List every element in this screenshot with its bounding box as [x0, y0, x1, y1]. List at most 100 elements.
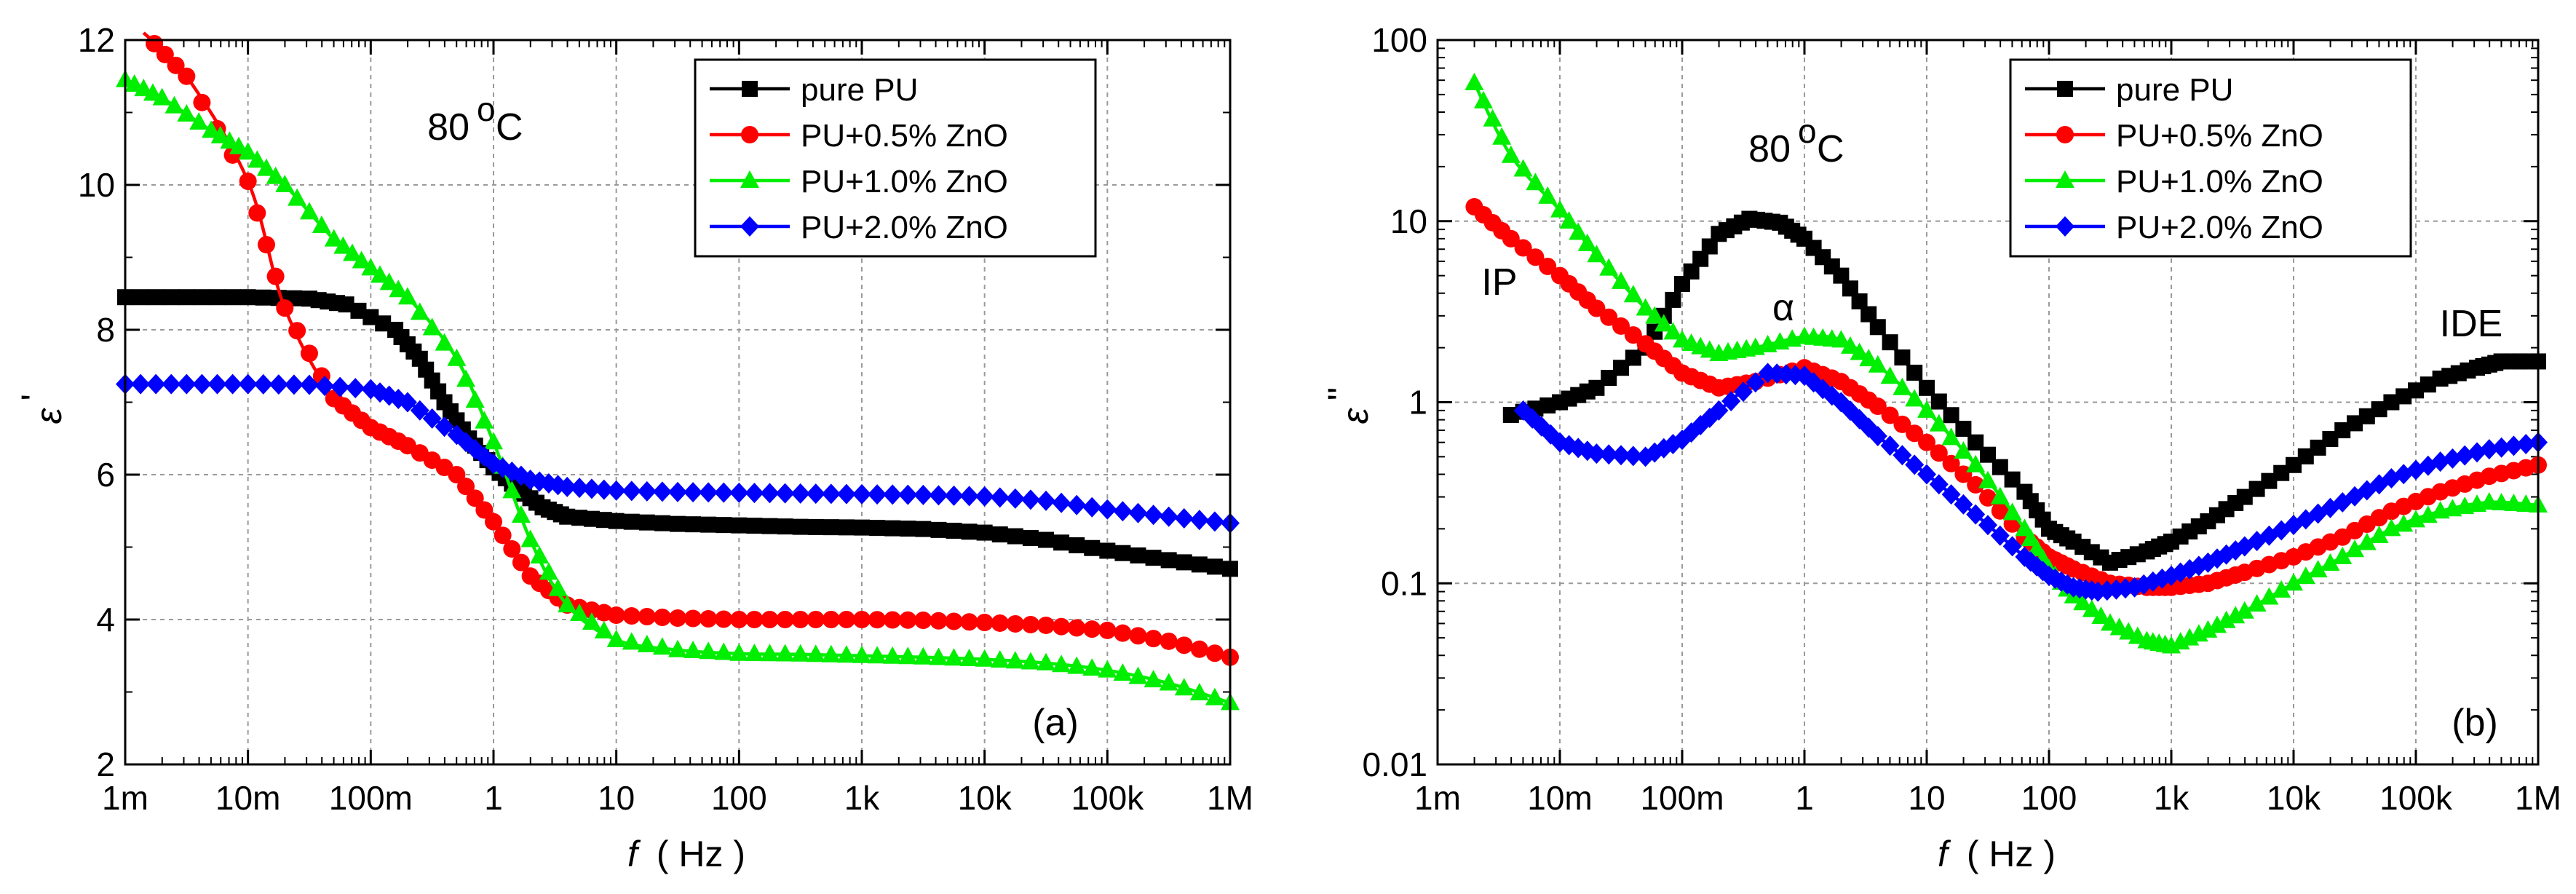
data-point	[1052, 654, 1071, 673]
data-point	[1930, 444, 1948, 462]
data-point	[2334, 422, 2351, 439]
data-point	[868, 611, 887, 629]
y-tick-label: 10	[78, 166, 115, 204]
data-point	[1501, 145, 1521, 163]
data-point	[637, 480, 657, 502]
data-point	[2247, 594, 2267, 612]
data-point	[837, 611, 855, 628]
data-point	[583, 510, 600, 527]
data-point	[945, 612, 963, 630]
data-point	[288, 322, 306, 340]
data-point	[915, 521, 932, 537]
data-point	[990, 649, 1010, 668]
data-point	[623, 513, 640, 530]
data-point	[571, 510, 588, 526]
data-point	[1114, 545, 1131, 561]
y-tick-label: 2	[96, 745, 115, 783]
x-tick-label: 1M	[2515, 779, 2561, 817]
data-point	[791, 611, 809, 628]
data-point	[1674, 276, 1690, 293]
legend-label: PU+2.0% ZnO	[801, 210, 1008, 245]
data-point	[2273, 464, 2290, 481]
data-point	[806, 483, 825, 505]
temperature-unit: C	[496, 106, 523, 149]
data-point	[346, 378, 365, 399]
data-point	[1005, 651, 1025, 669]
data-point	[1005, 488, 1025, 509]
data-point	[2382, 518, 2401, 537]
data-point	[959, 486, 979, 507]
data-point	[1967, 475, 1985, 494]
data-point	[652, 481, 672, 502]
data-point	[853, 611, 871, 628]
data-point	[207, 373, 227, 395]
data-point	[1599, 258, 1619, 276]
data-point	[1144, 630, 1162, 648]
data-point	[622, 480, 641, 502]
data-point	[699, 641, 718, 660]
data-point	[422, 408, 442, 429]
data-point	[1623, 285, 1643, 303]
data-point	[729, 482, 749, 503]
data-point	[315, 376, 335, 397]
data-point	[132, 289, 149, 306]
data-point	[1990, 486, 2010, 505]
legend-marker	[741, 126, 758, 143]
data-point	[1954, 441, 1973, 459]
x-axis-unit: ( Hz )	[1967, 834, 2056, 874]
data-point	[485, 513, 502, 531]
data-point	[1882, 334, 1898, 351]
data-point	[1966, 454, 1986, 472]
y-axis-prime: '	[14, 394, 55, 401]
data-point	[2002, 536, 2022, 557]
data-point	[502, 480, 522, 499]
x-tick-label: 1M	[1207, 779, 1253, 817]
data-point	[2261, 472, 2278, 489]
panel-label: (a)	[1032, 702, 1079, 744]
data-point	[276, 299, 294, 317]
data-point	[1893, 445, 1912, 466]
data-point	[1069, 537, 1085, 554]
data-point	[558, 476, 577, 497]
data-point	[2208, 615, 2227, 633]
data-point	[156, 45, 174, 63]
data-point	[266, 267, 285, 285]
data-point	[288, 188, 307, 206]
data-point	[1612, 317, 1630, 335]
data-point	[1053, 534, 1070, 551]
data-point	[594, 620, 614, 638]
data-point	[1868, 426, 1887, 447]
data-point	[838, 519, 855, 536]
data-point	[653, 609, 671, 627]
data-point	[447, 348, 467, 366]
panel-label: (b)	[2452, 702, 2498, 744]
data-point	[167, 56, 185, 74]
data-point	[2272, 579, 2291, 598]
x-tick-label: 1k	[844, 779, 881, 817]
data-point	[652, 637, 672, 655]
legend-label: pure PU	[801, 72, 918, 108]
data-point	[1174, 507, 1194, 529]
data-point	[1067, 656, 1087, 674]
data-point	[1021, 652, 1040, 670]
data-point	[699, 482, 718, 503]
data-point	[2284, 573, 2303, 591]
data-point	[1906, 424, 1924, 443]
data-point	[1037, 490, 1055, 511]
series-pure-pu	[117, 289, 1238, 577]
legend-marker	[740, 216, 759, 237]
data-point	[301, 344, 318, 363]
data-point	[975, 486, 994, 507]
data-point	[606, 480, 626, 501]
axis-ticks	[124, 39, 1232, 766]
data-point	[638, 608, 656, 626]
legend-label: PU+0.5% ZnO	[801, 118, 1008, 154]
data-point	[806, 644, 825, 662]
data-point	[2198, 620, 2218, 638]
data-point	[257, 236, 275, 254]
data-point	[1539, 257, 1557, 275]
data-point	[929, 485, 948, 506]
data-point	[1145, 550, 1162, 566]
data-point	[1919, 379, 1935, 396]
data-point	[608, 513, 625, 529]
